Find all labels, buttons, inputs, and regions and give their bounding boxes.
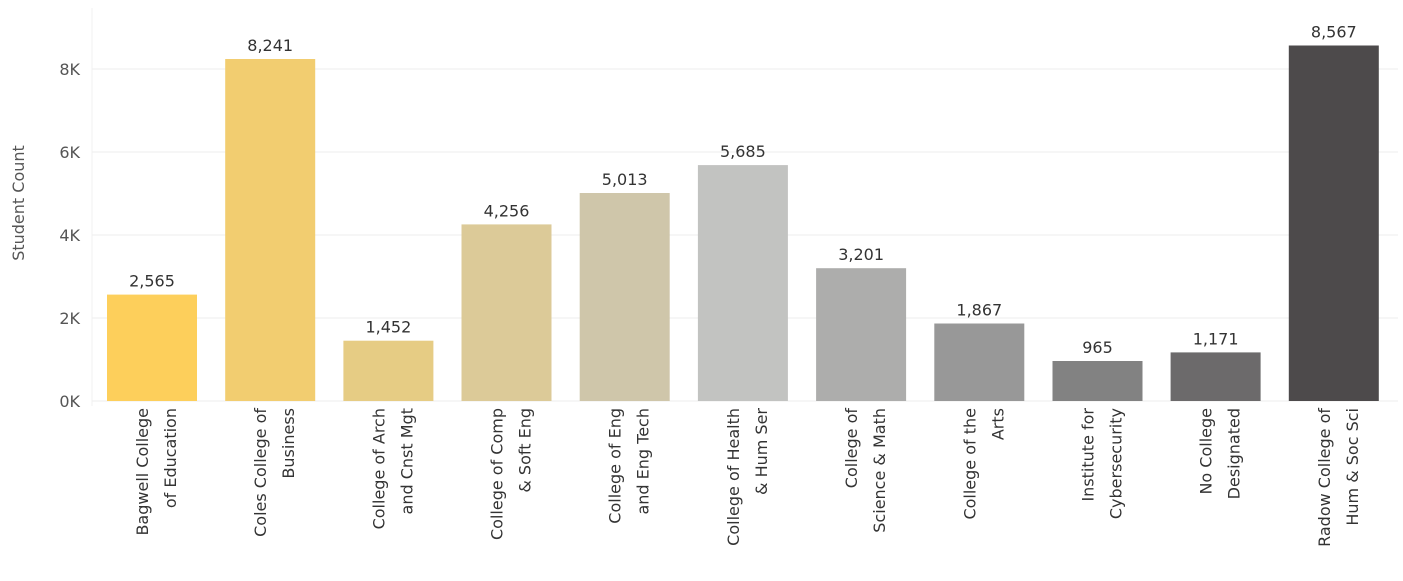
data-labels: 2,565 8,241 1,452 4,256 5,013 5,685 3,201 1,867… xyxy=(129,23,1357,358)
x-tick-line: Designated xyxy=(1225,408,1244,499)
data-label: 1,867 xyxy=(956,301,1002,320)
data-label: 2,565 xyxy=(129,272,175,291)
bar[interactable] xyxy=(1052,361,1143,401)
data-label: 5,013 xyxy=(602,170,648,189)
x-tick-label: No College Designated xyxy=(1197,408,1244,499)
x-tick-line: Radow College of xyxy=(1315,408,1334,547)
x-tick-text: No College Designated xyxy=(1197,408,1244,499)
x-tick-label: College of Health & Hum Ser xyxy=(724,408,771,546)
x-tick-label: College of Eng and Eng Tech xyxy=(606,408,653,524)
y-tick-label: 2K xyxy=(59,309,80,328)
x-tick-text: Institute for Cybersecurity xyxy=(1079,408,1126,520)
x-tick-line: College of xyxy=(842,408,861,489)
bar[interactable] xyxy=(461,224,552,401)
x-tick-label: College of Science & Math xyxy=(842,408,889,533)
data-label: 3,201 xyxy=(838,245,884,264)
bar[interactable] xyxy=(816,268,907,401)
x-tick-label: Coles College of Business xyxy=(251,408,298,537)
x-axis-labels: Bagwell College of Education Coles College… xyxy=(133,408,1362,547)
data-label: 4,256 xyxy=(484,201,530,220)
x-tick-text: Coles College of Business xyxy=(251,408,298,537)
bar[interactable] xyxy=(1288,45,1379,402)
x-tick-line: Cybersecurity xyxy=(1107,408,1126,519)
x-tick-text: College of Comp & Soft Eng xyxy=(488,408,535,540)
bar[interactable] xyxy=(1170,352,1261,401)
x-tick-line: and Eng Tech xyxy=(634,408,653,515)
data-label: 8,241 xyxy=(247,36,293,55)
bar[interactable] xyxy=(225,59,316,401)
x-tick-label: College of the Arts xyxy=(960,408,1007,520)
x-tick-label: Institute for Cybersecurity xyxy=(1079,408,1126,520)
x-tick-line: College of Health xyxy=(724,408,743,546)
x-tick-line: of Education xyxy=(161,408,180,508)
x-tick-line: Arts xyxy=(988,408,1007,440)
data-label: 1,452 xyxy=(365,318,411,337)
x-tick-text: College of Health & Hum Ser xyxy=(724,408,771,546)
x-tick-text: Radow College of Hum & Soc Sci xyxy=(1315,408,1362,547)
bar[interactable] xyxy=(697,165,788,401)
x-tick-text: College of Science & Math xyxy=(842,408,889,533)
bars xyxy=(107,45,1379,402)
bar[interactable] xyxy=(579,193,670,401)
x-tick-line: Science & Math xyxy=(870,408,889,533)
x-tick-line: No College xyxy=(1197,408,1216,495)
y-axis: 0K 2K 4K 6K 8K xyxy=(59,60,80,411)
x-tick-text: College of the Arts xyxy=(960,408,1007,520)
x-tick-line: Coles College of xyxy=(251,408,270,537)
data-label: 5,685 xyxy=(720,142,766,161)
x-tick-line: College of Comp xyxy=(488,408,507,540)
x-tick-line: Business xyxy=(279,408,298,479)
x-tick-line: & Soft Eng xyxy=(516,408,535,493)
x-tick-line: & Hum Ser xyxy=(752,408,771,495)
y-tick-label: 6K xyxy=(59,143,80,162)
bar[interactable] xyxy=(107,294,197,401)
x-tick-line: Bagwell College xyxy=(133,408,152,536)
y-axis-label: Student Count xyxy=(9,145,28,261)
data-label: 1,171 xyxy=(1193,329,1239,348)
x-tick-text: Bagwell College of Education xyxy=(133,408,180,536)
bar[interactable] xyxy=(934,323,1025,402)
x-tick-line: College of Arch xyxy=(369,408,388,529)
y-tick-label: 8K xyxy=(59,60,80,79)
x-tick-label: Bagwell College of Education xyxy=(133,408,180,536)
x-tick-label: College of Arch and Cnst Mgt xyxy=(369,408,416,529)
x-tick-line: and Cnst Mgt xyxy=(397,408,416,514)
y-tick-label: 0K xyxy=(59,392,80,411)
data-label: 8,567 xyxy=(1311,23,1357,42)
x-tick-line: College of Eng xyxy=(606,408,625,524)
bar[interactable] xyxy=(343,340,434,401)
x-tick-label: Radow College of Hum & Soc Sci xyxy=(1315,408,1362,547)
x-tick-line: Institute for xyxy=(1079,408,1098,502)
x-tick-text: College of Arch and Cnst Mgt xyxy=(369,408,416,529)
x-tick-line: Hum & Soc Sci xyxy=(1343,408,1362,526)
x-tick-line: College of the xyxy=(960,408,979,520)
y-tick-label: 4K xyxy=(59,226,80,245)
x-tick-label: College of Comp & Soft Eng xyxy=(488,408,535,540)
x-tick-text: College of Eng and Eng Tech xyxy=(606,408,653,524)
data-label: 965 xyxy=(1082,338,1113,357)
